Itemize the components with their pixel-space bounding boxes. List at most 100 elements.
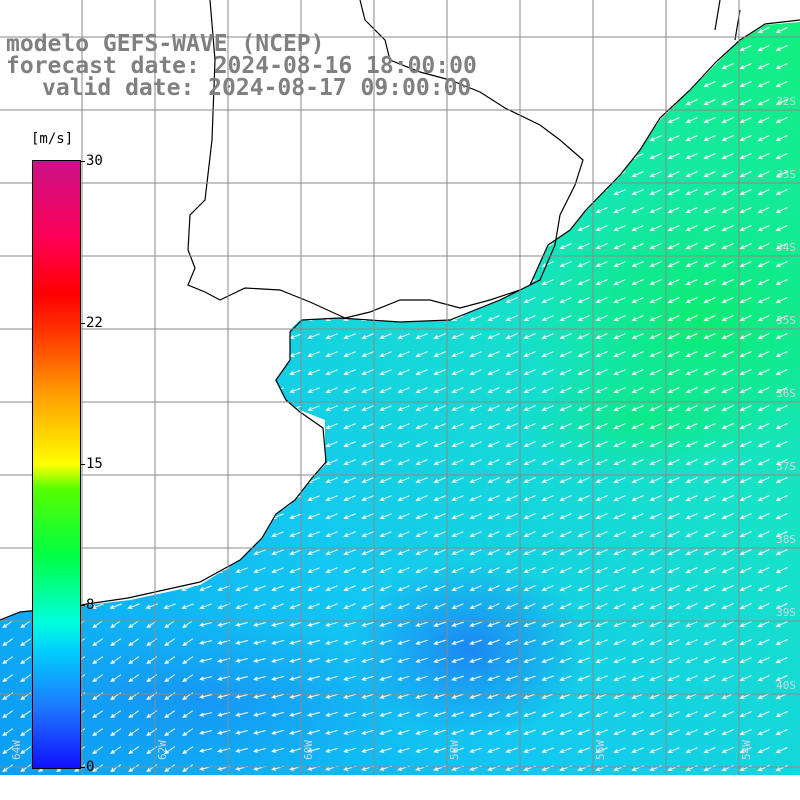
wind-arrow [110, 746, 122, 755]
wind-arrow [541, 81, 554, 87]
wind-arrow [505, 621, 518, 627]
wind-arrow [73, 153, 86, 159]
wind-arrow [235, 640, 248, 645]
wind-arrow [253, 279, 266, 285]
wind-arrow [415, 675, 428, 681]
wind-arrow [379, 441, 392, 447]
wind-arrow [109, 351, 122, 357]
wind-arrow [739, 369, 752, 376]
wind-arrow [110, 638, 122, 647]
wind-arrow [433, 603, 446, 609]
wind-arrow [721, 513, 734, 520]
wind-arrow [649, 297, 662, 304]
wind-arrow [379, 531, 392, 537]
wind-arrow [667, 513, 680, 520]
wind-arrow [577, 459, 590, 466]
wind-arrow [469, 549, 482, 555]
wind-arrow [649, 333, 662, 340]
wind-arrow [37, 153, 50, 159]
wind-arrow [91, 405, 104, 411]
wind-arrow [415, 441, 428, 447]
wind-arrow [181, 135, 194, 141]
wind-arrow [577, 297, 590, 304]
wind-arrow [164, 764, 176, 773]
wind-arrow [595, 441, 608, 448]
wind-arrow [541, 423, 554, 429]
wind-arrow [613, 189, 626, 196]
wind-arrow [505, 171, 518, 177]
wind-arrow [163, 153, 176, 159]
wind-arrow [757, 45, 770, 52]
wind-arrow [523, 477, 536, 483]
wind-arrow [163, 477, 176, 483]
wind-arrow [145, 153, 158, 159]
wind-arrow [415, 261, 428, 267]
wind-arrow [595, 243, 608, 250]
wind-arrow [127, 135, 140, 141]
wind-arrow [397, 459, 410, 465]
wind-arrow [182, 746, 194, 755]
wind-arrow [757, 621, 770, 628]
latitude-label: 39S [776, 606, 796, 619]
wind-arrow [469, 711, 482, 717]
wind-arrow [613, 63, 626, 70]
wind-arrow [667, 81, 680, 88]
wind-arrow [289, 531, 302, 537]
wind-arrow [649, 27, 662, 34]
wind-arrow [271, 207, 284, 213]
wind-arrow [775, 171, 788, 178]
wind-arrow [739, 99, 752, 106]
wind-arrow [145, 171, 158, 177]
wind-arrow [235, 297, 248, 303]
wind-arrow [109, 405, 122, 411]
wind-arrow [415, 495, 428, 501]
wind-arrow [415, 477, 428, 483]
wind-arrow [613, 513, 626, 520]
wind-arrow [469, 639, 482, 645]
wind-arrow [361, 117, 374, 123]
wind-arrow [199, 622, 212, 627]
wind-arrow [109, 225, 122, 231]
wind-arrow [613, 207, 626, 214]
wind-arrow [253, 351, 266, 357]
wind-arrow [163, 441, 176, 447]
wind-arrow [199, 117, 212, 123]
wind-arrow [757, 459, 770, 466]
wind-arrow [523, 351, 536, 357]
wind-arrow [307, 225, 320, 231]
wind-arrow [235, 459, 248, 465]
wind-arrow [271, 693, 284, 699]
wind-arrow [721, 585, 734, 592]
wind-arrow [703, 225, 716, 232]
wind-arrow [91, 117, 104, 123]
wind-arrow [343, 585, 356, 591]
wind-arrow [92, 710, 104, 719]
wind-arrow [379, 207, 392, 213]
wind-arrow [415, 405, 428, 411]
wind-arrow [487, 495, 500, 501]
wind-arrow [253, 585, 266, 591]
wind-arrow [415, 153, 428, 159]
wind-arrow [559, 117, 572, 124]
wind-arrow [109, 567, 122, 573]
wind-arrow [55, 153, 68, 159]
wind-arrow [595, 99, 608, 106]
wind-arrow [397, 135, 410, 141]
wind-arrow [164, 674, 176, 683]
wind-arrow [559, 657, 572, 663]
wind-arrow [163, 117, 176, 123]
wind-arrow [613, 225, 626, 232]
wind-arrow [145, 567, 158, 573]
wind-arrow [397, 423, 410, 429]
wind-arrow [253, 405, 266, 411]
wind-arrow [523, 261, 536, 267]
wind-arrow [559, 477, 572, 484]
wind-arrow [577, 27, 590, 34]
wind-arrow [379, 711, 392, 717]
wind-arrow [451, 693, 464, 699]
wind-arrow [379, 549, 392, 555]
wind-arrow [145, 477, 158, 483]
wind-arrow [577, 351, 590, 358]
legend-tick-label: 30 [86, 153, 103, 169]
wind-arrow [487, 513, 500, 519]
